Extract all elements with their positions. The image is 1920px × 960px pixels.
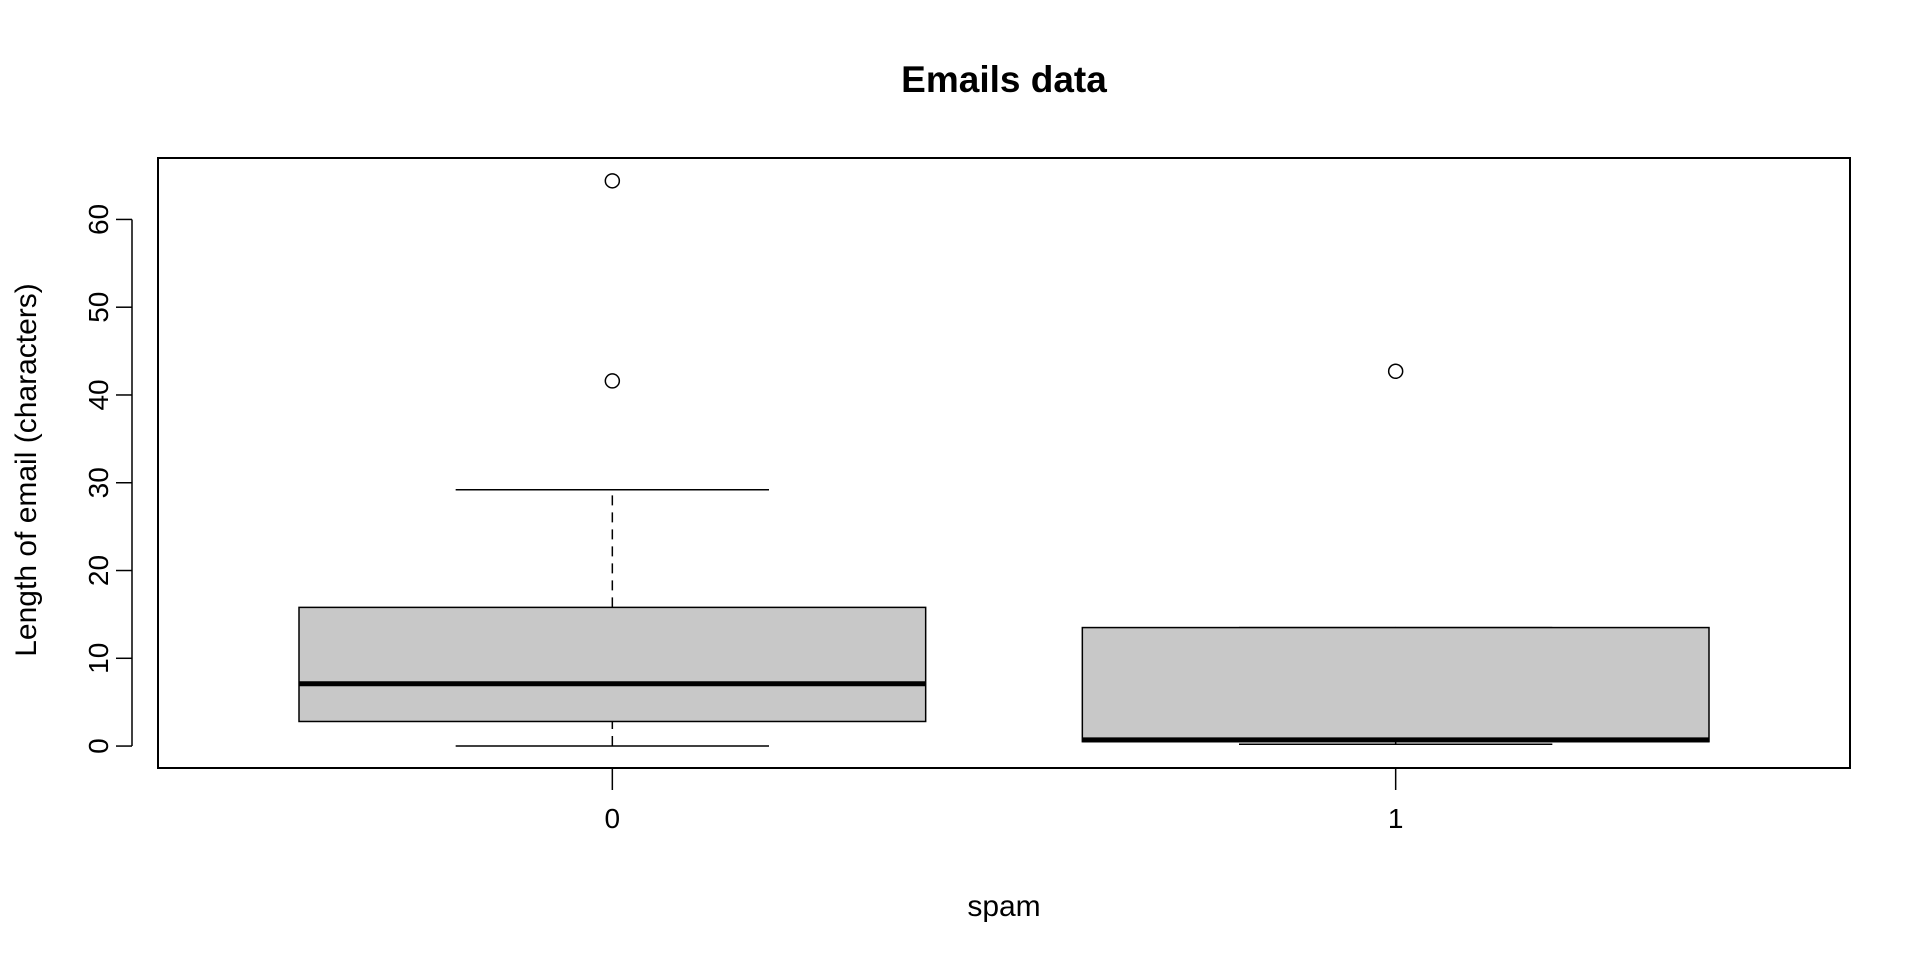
outlier-point [604,173,621,189]
y-axis: 0 10 20 30 40 50 60 [83,204,133,754]
y-tick-label: 20 [83,555,114,586]
plot-frame [157,157,1851,769]
y-tick-label: 0 [83,738,114,754]
y-tick-label: 10 [83,643,114,674]
box-group-1 [1081,363,1710,746]
y-tick-label: 40 [83,379,114,410]
outlier-point [1387,363,1404,380]
box-group-0 [298,173,927,747]
iqr-box [1081,626,1710,743]
y-axis-label: Length of email (characters) [10,283,43,657]
x-tick-label: 0 [605,803,621,834]
chart-title: Emails data [901,59,1107,100]
outlier-point [604,373,621,389]
x-tick-label: 1 [1388,803,1404,834]
boxes-group [298,173,1710,747]
y-tick-label: 50 [83,292,114,323]
y-tick-label: 60 [83,204,114,235]
x-axis-label: spam [967,890,1040,923]
iqr-box [298,606,927,723]
y-tick-label: 30 [83,467,114,498]
